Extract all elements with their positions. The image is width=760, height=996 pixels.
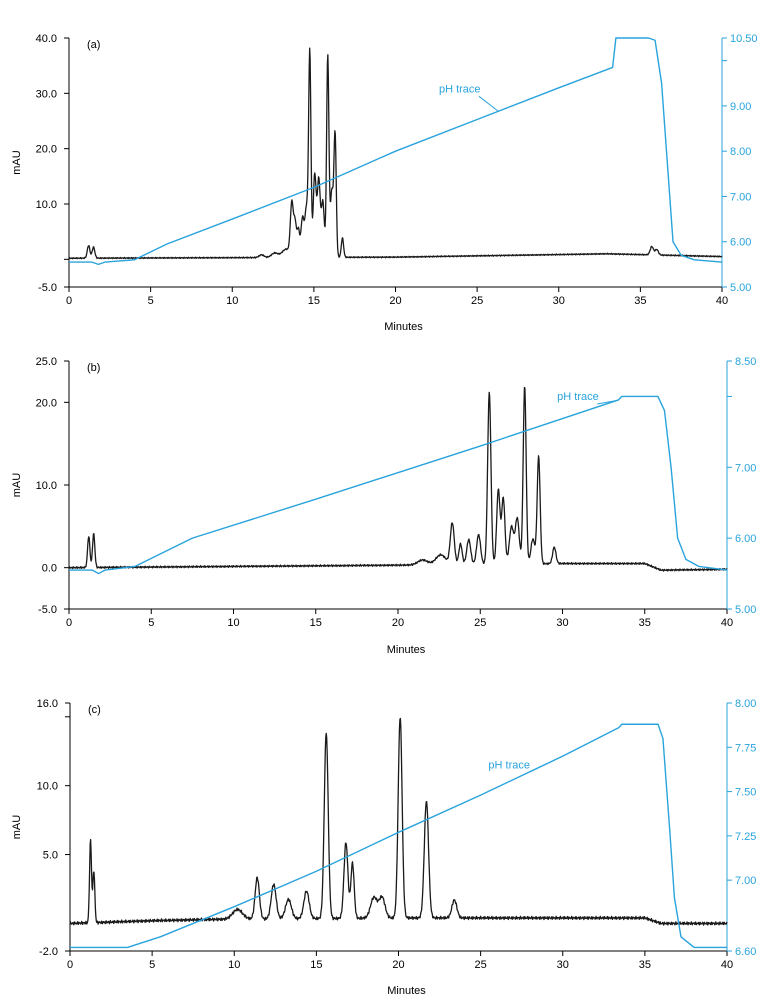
ph-callout-line — [528, 762, 549, 773]
ph-trace-label: pH trace — [488, 760, 530, 772]
y-axis-title: mAU — [11, 815, 23, 840]
x-axis-title: Minutes — [384, 321, 423, 333]
x-tick-label: 25 — [475, 959, 487, 971]
y2-tick-label: 7.00 — [735, 875, 756, 887]
x-tick-label: 25 — [471, 295, 483, 307]
y-tick-label: 10.0 — [36, 199, 57, 211]
y-tick-label: 0.0 — [42, 563, 57, 575]
x-tick-label: 15 — [310, 617, 322, 629]
y2-tick-label: 6.60 — [735, 946, 756, 958]
y-tick-label: 40.0 — [36, 33, 57, 45]
x-tick-label: 20 — [389, 295, 401, 307]
x-tick-label: 10 — [226, 295, 238, 307]
x-tick-label: 40 — [716, 295, 728, 307]
panel-label: (b) — [87, 362, 100, 374]
y2-tick-label: 6.00 — [730, 237, 751, 249]
ph-trace-label: pH trace — [439, 83, 481, 95]
y2-tick-label: 7.50 — [735, 787, 756, 799]
x-tick-label: 30 — [553, 295, 565, 307]
y-axis-title: mAU — [11, 473, 23, 498]
y2-tick-label: 7.75 — [735, 742, 756, 754]
y2-tick-label: 8.00 — [730, 146, 751, 158]
x-tick-label: 15 — [308, 295, 320, 307]
ph-callout-line — [597, 400, 617, 405]
y2-tick-label: 5.00 — [730, 282, 751, 294]
y2-tick-label: 10.50 — [730, 33, 758, 45]
panel-label: (c) — [88, 704, 101, 716]
ph-trace — [69, 395, 728, 575]
y-tick-label: 20.0 — [36, 144, 57, 156]
y-tick-label: -5.0 — [38, 282, 57, 294]
x-tick-label: 0 — [66, 295, 72, 307]
y2-tick-label: 6.00 — [735, 533, 756, 545]
absorbance-trace — [68, 47, 723, 260]
y2-tick-label: 7.00 — [735, 462, 756, 474]
y2-tick-label: 5.00 — [735, 604, 756, 616]
x-tick-label: 5 — [148, 617, 154, 629]
x-tick-label: 20 — [392, 617, 404, 629]
x-tick-label: 35 — [634, 295, 646, 307]
absorbance-trace — [68, 386, 728, 572]
y-axis-title: mAU — [11, 150, 23, 175]
absorbance-trace — [69, 717, 728, 926]
y-tick-label: 10.0 — [37, 781, 58, 793]
y2-tick-label: 8.50 — [735, 356, 756, 368]
panel-label: (a) — [87, 39, 100, 51]
ph-callout-line — [478, 95, 499, 112]
x-tick-label: 35 — [639, 959, 651, 971]
x-tick-label: 35 — [639, 617, 651, 629]
y-tick-label: -2.0 — [39, 946, 58, 958]
x-tick-label: 25 — [474, 617, 486, 629]
x-tick-label: 40 — [721, 617, 733, 629]
x-axis-title: Minutes — [387, 644, 426, 656]
x-tick-label: 15 — [310, 959, 322, 971]
x-tick-label: 0 — [67, 959, 73, 971]
ph-trace-label: pH trace — [557, 391, 599, 403]
chart-panel-1: 0 5 10 15 20 25 30 35 40 40.0 30.0 20.0 10.0 -5.0 10.5… — [11, 33, 758, 333]
y-tick-label: 16.0 — [37, 698, 58, 710]
ph-trace — [69, 37, 723, 266]
x-tick-label: 10 — [228, 959, 240, 971]
chart-panel-3: 0 5 10 15 20 25 30 35 40 16.0 10.0 5.0 -2.0 8.00 7.75 7… — [11, 698, 756, 996]
ph-trace — [70, 723, 727, 949]
y2-tick-label: 9.00 — [730, 101, 751, 113]
y2-tick-label: 8.00 — [735, 698, 756, 710]
x-tick-label: 10 — [227, 617, 239, 629]
x-axis-title: Minutes — [387, 985, 426, 996]
x-tick-label: 0 — [66, 617, 72, 629]
y2-tick-label: 7.25 — [735, 831, 756, 843]
x-tick-label: 5 — [149, 959, 155, 971]
x-tick-label: 20 — [392, 959, 404, 971]
x-tick-label: 5 — [148, 295, 154, 307]
y2-tick-label: 7.00 — [730, 191, 751, 203]
y-tick-label: 20.0 — [36, 397, 57, 409]
x-tick-label: 40 — [721, 959, 733, 971]
y-tick-label: 30.0 — [36, 88, 57, 100]
y-tick-label: 25.0 — [36, 356, 57, 368]
x-tick-label: 30 — [556, 617, 568, 629]
x-tick-label: 30 — [557, 959, 569, 971]
y-tick-label: 5.0 — [43, 850, 58, 862]
y-tick-label: -5.0 — [38, 604, 57, 616]
y-tick-label: 10.0 — [36, 480, 57, 492]
chart-panel-2: 0 5 10 15 20 25 30 35 40 25.0 20.0 10.0 0.0 -5.0 8.50 7… — [11, 356, 756, 656]
